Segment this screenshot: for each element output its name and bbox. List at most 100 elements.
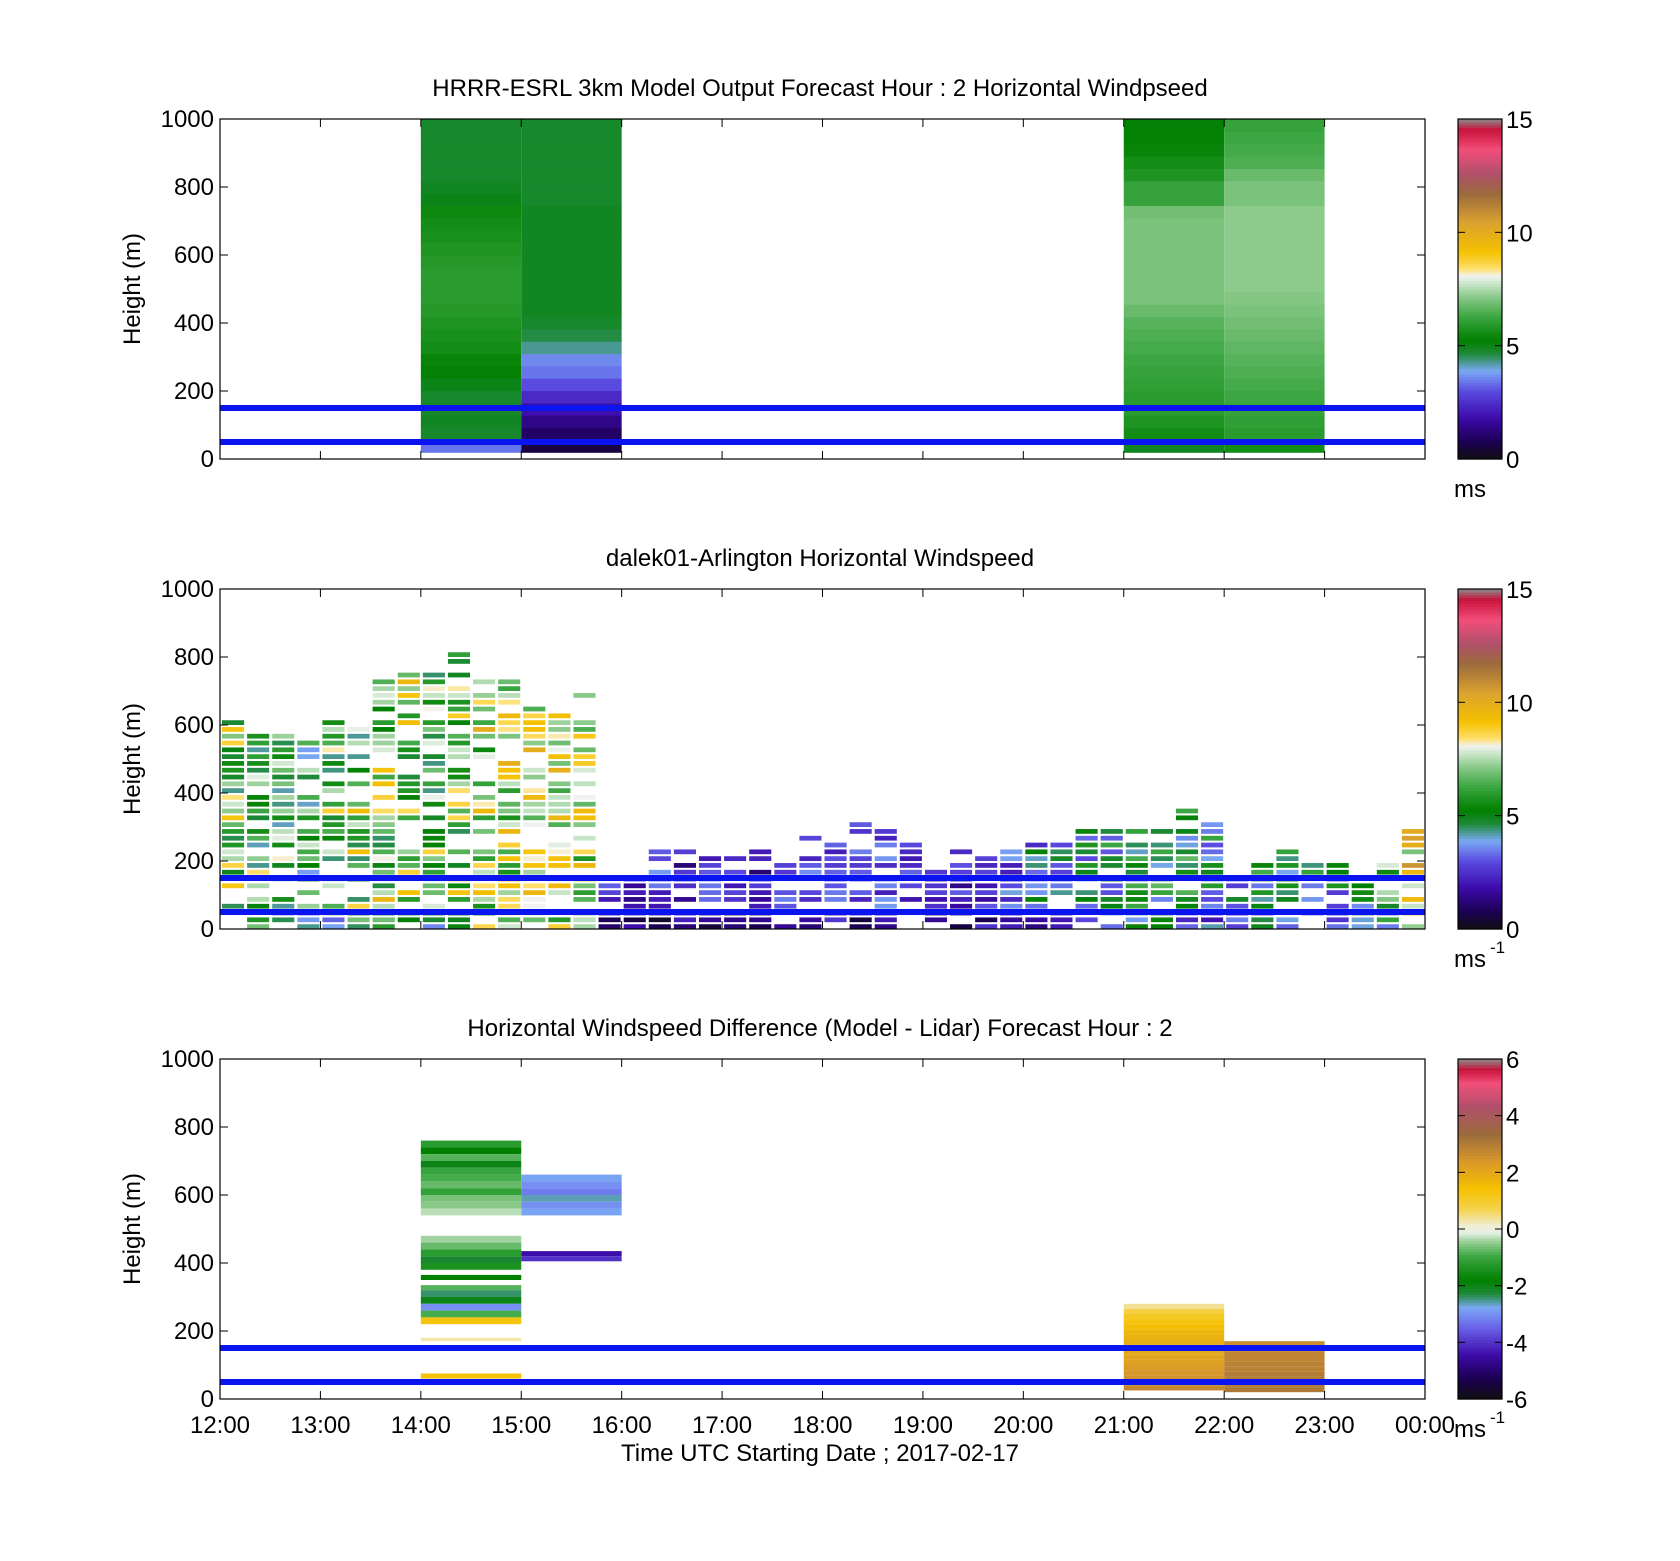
heatmap-cell — [247, 869, 270, 875]
heatmap-cell — [1224, 131, 1325, 145]
heatmap-cell — [523, 795, 546, 800]
colorbar-segment — [1458, 767, 1502, 771]
colorbar-segment — [1458, 1121, 1502, 1125]
heatmap-cell — [447, 781, 471, 787]
heatmap-cell — [222, 740, 245, 746]
heatmap-cell — [1150, 829, 1173, 834]
heatmap-cell — [422, 740, 445, 746]
heatmap-cell — [1150, 924, 1173, 929]
heatmap-cell — [1000, 897, 1023, 902]
heatmap-cell — [1175, 924, 1199, 929]
heatmap-cell — [1123, 1308, 1225, 1314]
heatmap-cell — [1276, 924, 1299, 929]
colorbar-segment — [1458, 1316, 1502, 1321]
heatmap-cell — [521, 193, 622, 206]
heatmap-cell — [548, 795, 571, 800]
heatmap-cell — [1224, 316, 1325, 330]
heatmap-cell — [1123, 1334, 1225, 1340]
heatmap-cell — [724, 883, 747, 889]
heatmap-cell — [297, 747, 320, 753]
colorbar-segment — [1458, 255, 1502, 259]
heatmap-cell — [749, 869, 772, 875]
heatmap-cell — [372, 767, 395, 773]
heatmap-cell — [874, 883, 897, 889]
colorbar-segment — [1458, 161, 1502, 165]
heatmap-cell — [222, 829, 245, 834]
heatmap-cell — [397, 897, 420, 902]
heatmap-cell — [347, 754, 370, 759]
panel-title: HRRR-ESRL 3km Model Output Forecast Hour… — [432, 75, 1207, 102]
colorbar-segment — [1458, 1095, 1502, 1100]
heatmap-cell — [420, 1242, 522, 1250]
heatmap-cell — [1251, 863, 1274, 868]
heatmap-cell — [950, 903, 973, 909]
heatmap-cell — [1351, 897, 1374, 902]
heatmap-cell — [322, 924, 345, 929]
heatmap-cell — [447, 699, 471, 705]
colorbar-segment — [1458, 810, 1502, 814]
heatmap-cell — [548, 727, 571, 732]
heatmap-cell — [698, 924, 722, 929]
heatmap-cell — [347, 842, 370, 848]
colorbar-tick-label: 0 — [1506, 1217, 1519, 1244]
heatmap-cell — [422, 883, 445, 889]
heatmap-cell — [521, 341, 622, 355]
heatmap-cell — [849, 822, 872, 827]
heatmap-cell — [521, 242, 622, 256]
heatmap-cell — [272, 740, 295, 746]
colorbar-segment — [1458, 861, 1502, 865]
heatmap-cell — [420, 1167, 522, 1175]
colorbar-segment — [1458, 1064, 1502, 1069]
heatmap-cell — [347, 835, 370, 841]
heatmap-cell — [397, 781, 420, 787]
heatmap-cell — [1224, 353, 1325, 367]
heatmap-cell — [422, 869, 445, 875]
colorbar-segment — [1458, 436, 1502, 440]
colorbar-segment — [1458, 739, 1502, 743]
colorbar-tick-label: 15 — [1506, 577, 1533, 604]
heatmap-cell — [322, 733, 345, 739]
heatmap-cell — [698, 883, 722, 889]
heatmap-cell — [1401, 869, 1424, 875]
colorbar-segment — [1458, 1138, 1502, 1142]
heatmap-cell — [521, 316, 622, 330]
colorbar-segment — [1458, 1362, 1502, 1366]
colorbar-tick-label: 6 — [1506, 1047, 1519, 1074]
colorbar-tick-label: -6 — [1506, 1387, 1527, 1414]
heatmap-cell — [447, 706, 471, 712]
heatmap-cell — [521, 168, 622, 182]
colorbar-segment — [1458, 150, 1502, 154]
heatmap-cell — [420, 415, 522, 429]
heatmap-cell — [420, 1297, 522, 1304]
heatmap-cell — [548, 890, 571, 895]
heatmap-cell — [1125, 897, 1148, 902]
colorbar-segment — [1458, 1379, 1502, 1383]
heatmap-cell — [523, 808, 546, 814]
colorbar-unit: ms — [1454, 1416, 1486, 1443]
colorbar-segment — [1458, 1209, 1502, 1213]
colorbar-segment — [1458, 1237, 1502, 1241]
heatmap-cell — [573, 733, 596, 739]
heatmap-cell — [1175, 903, 1199, 909]
heatmap-cell — [322, 808, 345, 814]
heatmap-cell — [521, 1181, 622, 1189]
heatmap-cell — [1351, 903, 1374, 909]
colorbar-segment — [1458, 875, 1502, 879]
heatmap-cell — [1123, 156, 1225, 169]
heatmap-cell — [322, 801, 345, 807]
colorbar-segment — [1458, 405, 1502, 409]
heatmap-cell — [1025, 897, 1048, 902]
heatmap-cell — [420, 217, 522, 231]
heatmap-cell — [247, 903, 270, 909]
heatmap-cell — [297, 903, 320, 909]
colorbar-segment — [1458, 611, 1502, 616]
heatmap-cell — [824, 849, 847, 855]
heatmap-cell — [899, 842, 922, 848]
colorbar-segment — [1458, 917, 1502, 922]
heatmap-cell — [498, 693, 521, 698]
heatmap-cell — [322, 835, 345, 841]
colorbar-segment — [1458, 1144, 1502, 1148]
colorbar-segment — [1458, 357, 1502, 361]
colorbar-segment — [1458, 727, 1502, 732]
heatmap-cell — [420, 119, 522, 132]
